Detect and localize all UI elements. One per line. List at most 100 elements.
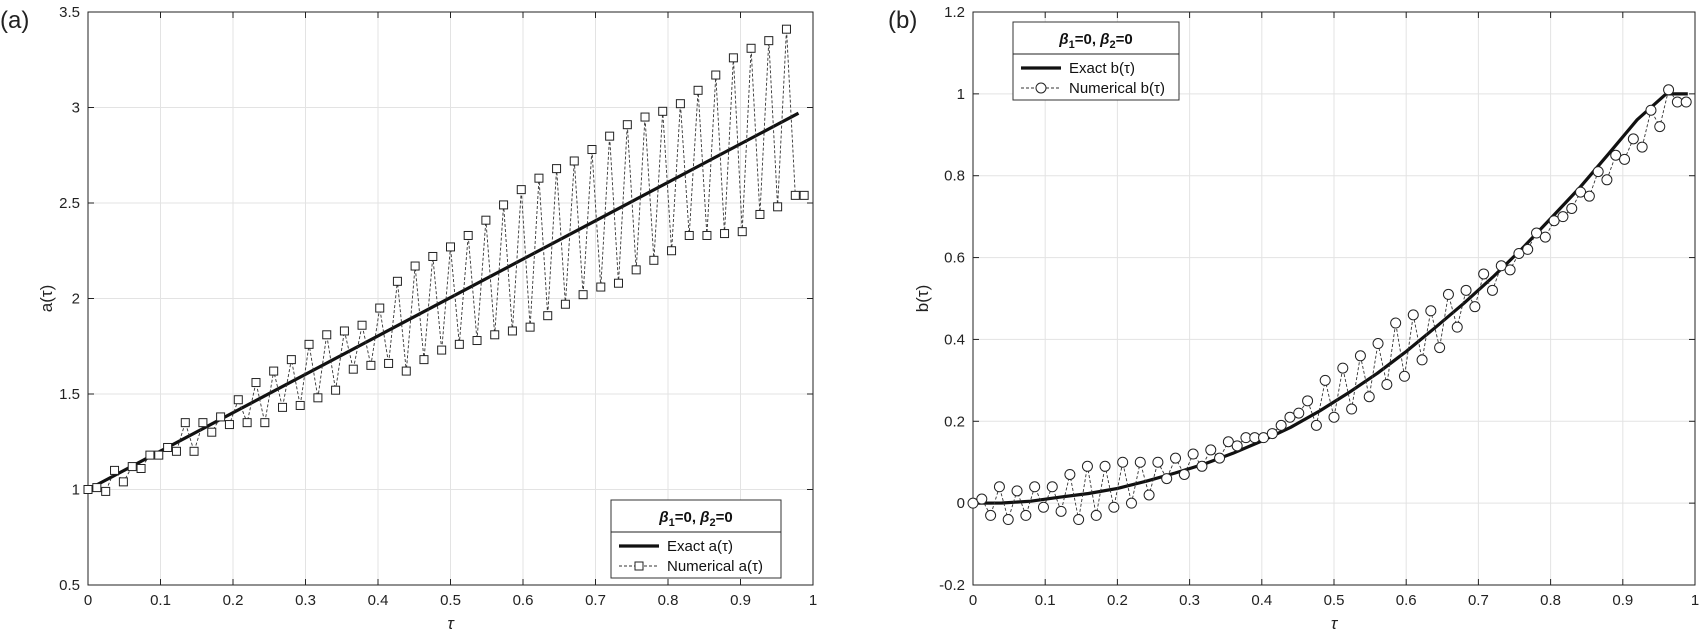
square-marker: [384, 358, 394, 368]
square-marker: [711, 70, 721, 80]
square-marker: [516, 185, 526, 195]
legend-title-subscript: 1: [1069, 39, 1075, 51]
x-tick-label: 0.7: [585, 592, 606, 609]
square-marker: [640, 112, 650, 122]
circle-marker: [1222, 436, 1234, 448]
circle-marker: [1328, 411, 1340, 423]
x-axis-label: τ: [1331, 614, 1339, 631]
square-marker: [339, 326, 349, 336]
circle-marker: [1020, 509, 1032, 521]
square-marker: [490, 330, 500, 340]
x-tick-label: 0.1: [150, 592, 171, 609]
legend-title: β1=0, β2=0: [1058, 31, 1132, 51]
legend-title-subscript: 2: [709, 517, 715, 529]
square-marker: [472, 336, 482, 346]
circle-marker: [1293, 407, 1305, 419]
circle-marker: [1196, 460, 1208, 472]
x-tick-label: 0.4: [368, 592, 389, 609]
square-marker: [260, 418, 270, 428]
square-marker: [322, 330, 332, 340]
square-marker: [446, 242, 455, 252]
circle-marker: [1002, 514, 1014, 526]
circle-marker: [1654, 121, 1666, 133]
circle-marker: [1090, 509, 1102, 521]
square-marker: [278, 402, 288, 412]
y-axis-label: b(τ): [913, 285, 932, 313]
circle-marker: [976, 493, 988, 505]
square-marker: [764, 36, 774, 46]
x-tick-label: 0.2: [1107, 592, 1128, 609]
circle-marker: [1601, 174, 1613, 186]
square-marker: [605, 131, 615, 141]
circle-marker: [1531, 227, 1543, 239]
square-marker: [348, 364, 358, 374]
legend-title-subscript: 1: [669, 517, 675, 529]
square-marker: [207, 427, 217, 437]
circle-marker: [1636, 141, 1648, 153]
square-marker: [224, 420, 234, 430]
legend-title-beta: β: [658, 509, 668, 526]
x-axis-label: τ: [447, 614, 455, 631]
circle-marker: [1442, 288, 1454, 300]
legend-title-beta: β: [699, 509, 709, 526]
circle-marker: [993, 481, 1005, 493]
circle-marker: [1434, 342, 1446, 354]
legend-title-beta: β: [1058, 31, 1068, 48]
square-marker: [101, 486, 111, 496]
circle-marker: [1275, 419, 1287, 431]
circle-marker: [1469, 301, 1481, 313]
y-tick-label: 1: [72, 482, 80, 499]
x-tick-label: 0.6: [513, 592, 534, 609]
square-marker: [136, 463, 146, 473]
circle-marker: [1407, 309, 1419, 321]
circle-marker: [1566, 202, 1578, 214]
circle-marker: [1081, 460, 1093, 472]
square-marker: [693, 85, 703, 95]
square-marker: [118, 477, 128, 487]
numerical-series-line: [972, 88, 1687, 522]
circle-marker: [1310, 419, 1322, 431]
square-marker: [499, 200, 509, 210]
square-marker: [569, 156, 579, 166]
circle-marker: [1134, 456, 1146, 468]
circle-marker: [1645, 104, 1657, 116]
square-marker: [755, 209, 765, 219]
circle-marker: [1161, 473, 1173, 485]
circle-marker: [1539, 231, 1551, 243]
square-marker: [419, 355, 429, 365]
legend-entry-numerical: Numerical a(τ): [667, 558, 763, 575]
legend-circle-marker: [1035, 82, 1047, 94]
panel-label: (a): [0, 7, 29, 34]
square-marker: [613, 278, 623, 288]
y-tick-label: 3: [72, 100, 80, 117]
square-marker: [242, 418, 252, 428]
circle-marker: [1575, 186, 1587, 198]
circle-marker: [1125, 497, 1137, 509]
legend-title: β1=0, β2=0: [658, 509, 732, 529]
square-marker: [331, 385, 341, 395]
y-tick-label: 0.2: [944, 413, 965, 430]
square-marker: [702, 230, 712, 240]
square-marker: [781, 24, 791, 34]
square-marker: [463, 230, 473, 240]
square-marker: [799, 190, 809, 200]
circle-marker: [1451, 321, 1463, 333]
square-marker: [507, 326, 517, 336]
x-tick-label: 0.9: [730, 592, 751, 609]
square-marker: [286, 355, 296, 365]
legend-title-beta: β: [1099, 31, 1109, 48]
square-marker: [216, 412, 226, 422]
circle-marker: [1372, 338, 1384, 350]
circle-marker: [1258, 432, 1270, 444]
y-tick-label: 1.2: [944, 4, 965, 21]
circle-marker: [1390, 317, 1402, 329]
x-tick-label: 1: [809, 592, 817, 609]
y-tick-label: 0.8: [944, 168, 965, 185]
circle-marker: [1170, 452, 1182, 464]
y-tick-label: 0.4: [944, 331, 965, 348]
legend-title-text: =0,: [675, 509, 700, 526]
circle-marker: [1619, 153, 1631, 165]
circle-marker: [1302, 395, 1314, 407]
square-marker: [180, 418, 190, 428]
